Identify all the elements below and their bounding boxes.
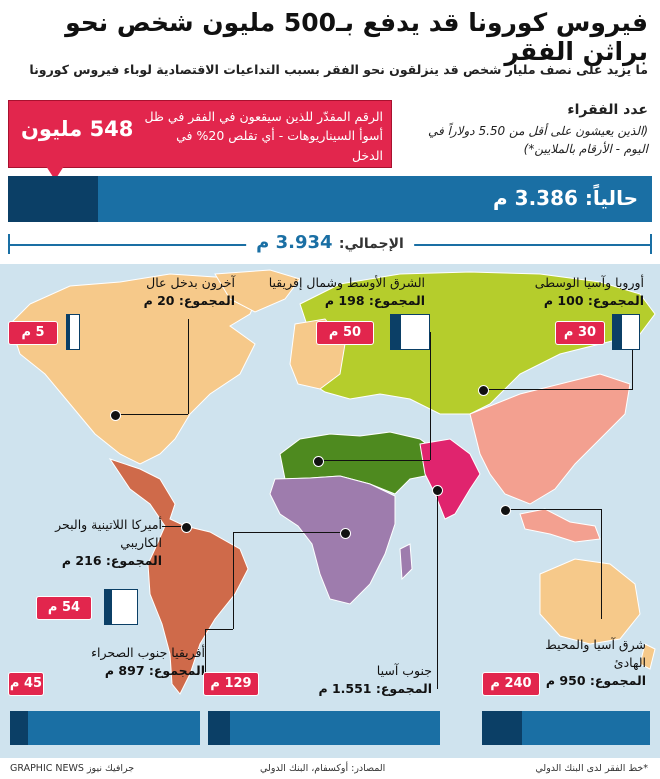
region-europe-mini-bar <box>612 314 640 350</box>
region-highincome-leader-v <box>188 319 189 414</box>
region-mena-added: 50 م <box>316 321 374 345</box>
east-asia-pacific-shape <box>469 373 631 505</box>
region-highincome-dot <box>110 410 121 421</box>
region-mena-leader-v <box>430 332 431 460</box>
bracket-left-end <box>8 234 10 254</box>
poverty-line-footnote: *خط الفقر لدى البنك الدولي <box>535 763 648 774</box>
region-eastasia-name: شرق آسيا والمحيط الهادئ <box>545 637 646 671</box>
region-mena-dot <box>313 456 324 467</box>
bracket-right-end <box>650 234 652 254</box>
region-ssa-total: المجموع: 897 م <box>104 663 205 679</box>
infographic-title: فيروس كورونا قد يدفع بـ500 مليون شخص نحو… <box>65 8 648 66</box>
region-ssa-bar-new <box>10 711 28 745</box>
grand-total-label: الإجمالي: 3.934 م <box>246 232 414 253</box>
region-eastasia-added: 240 م <box>482 672 540 696</box>
region-ssa-leader-h2 <box>233 532 343 533</box>
world-map: أوروبا وآسيا الوسطى المجموع: 100 م 30 م … <box>0 264 660 758</box>
region-southasia-name: جنوب آسيا <box>376 663 432 678</box>
region-europe-label: أوروبا وآسيا الوسطى المجموع: 100 م <box>484 274 644 310</box>
region-highincome-leader-h <box>115 414 188 415</box>
region-ssa-leader-v <box>205 629 206 679</box>
region-eastasia-bar <box>482 711 650 745</box>
region-southasia-bar <box>208 711 440 745</box>
region-mena-total: المجموع: 198 م <box>324 293 425 309</box>
region-highincome-name: آخرون بدخل عال <box>146 275 235 290</box>
grand-total-prefix: الإجمالي: <box>338 236 404 252</box>
region-ssa-dot <box>340 528 351 539</box>
region-europe-dot <box>478 385 489 396</box>
region-eastasia-label: شرق آسيا والمحيط الهادئ المجموع: 950 م <box>526 636 646 690</box>
south-asia-shape <box>419 438 481 520</box>
region-highincome-label: آخرون بدخل عال المجموع: 20 م <box>100 274 235 310</box>
region-europe-mini-new <box>613 315 622 349</box>
region-eastasia-dot <box>500 505 511 516</box>
new-zealand-shape <box>639 643 656 670</box>
credit-footer: GRAPHIC NEWS جرافيك نيوز <box>10 763 135 774</box>
region-ssa-leader-v2 <box>233 532 234 629</box>
region-mena-mini-new <box>391 315 401 349</box>
greenland-shape <box>214 269 301 313</box>
source-footer: المصادر: أوكسفام، البنك الدولي <box>260 763 386 774</box>
region-southasia-bar-new <box>208 711 230 745</box>
region-latam-dot <box>181 522 192 533</box>
region-southasia-total: المجموع: 1.551 م <box>318 681 432 697</box>
australia-shape <box>539 558 641 645</box>
region-highincome-added: 5 م <box>8 321 58 345</box>
poor-count-heading: عدد الفقراء <box>567 102 648 118</box>
region-latam-mini-bar <box>104 589 138 625</box>
total-poor-bar: حالياً: 3.386 م <box>8 176 652 222</box>
region-southasia-dot <box>432 485 443 496</box>
region-eastasia-leader-h <box>505 509 601 510</box>
region-ssa-bar <box>10 711 200 745</box>
grand-total-value: 3.934 م <box>256 232 333 253</box>
madagascar-shape <box>399 543 413 581</box>
region-ssa-label: أفريقيا جنوب الصحراء المجموع: 897 م <box>90 644 205 680</box>
region-latam-label: أميركا اللاتينية والبحر الكاريبي المجموع… <box>30 516 162 570</box>
region-ssa-name: أفريقيا جنوب الصحراء <box>91 645 205 660</box>
region-highincome-mini-new <box>67 315 70 349</box>
sub-saharan-africa-shape <box>269 475 396 605</box>
worst-case-callout: 548 مليون الرقم المقدّر للذين سيقعون في … <box>8 100 392 168</box>
region-mena-name: الشرق الأوسط وشمال إفريقيا <box>268 275 425 290</box>
region-latam-leader <box>162 526 184 527</box>
region-latam-total: المجموع: 216 م <box>61 553 162 569</box>
current-poor-label: حالياً: 3.386 م <box>493 186 638 210</box>
region-ssa-leader-h1 <box>205 629 233 630</box>
region-ssa-added: 45 م <box>8 672 44 696</box>
region-eastasia-leader-v <box>601 509 602 619</box>
region-europe-added: 30 م <box>555 321 605 345</box>
total-bracket: الإجمالي: 3.934 م <box>8 232 652 258</box>
poor-count-note: (الذين يعيشون على أقل من 5.50 دولاراً في… <box>427 124 648 156</box>
latin-america-shape <box>108 458 249 695</box>
region-eastasia-total: المجموع: 950 م <box>545 673 646 689</box>
region-europe-name: أوروبا وآسيا الوسطى <box>534 275 644 290</box>
region-europe-leader-v <box>632 350 633 390</box>
region-latam-added: 54 م <box>36 596 92 620</box>
region-southasia-added: 129 م <box>203 672 259 696</box>
region-europe-total: المجموع: 100 م <box>543 293 644 309</box>
region-mena-leader-h <box>318 460 430 461</box>
region-eastasia-bar-new <box>482 711 522 745</box>
worst-case-description: الرقم المقدّر للذين سيقعون في الفقر في ظ… <box>144 109 383 163</box>
region-highincome-mini-bar <box>66 314 80 350</box>
new-poor-segment <box>8 176 98 222</box>
region-southasia-leader <box>437 489 438 689</box>
southeast-asia-islands-shape <box>519 508 601 543</box>
region-latam-name: أميركا اللاتينية والبحر الكاريبي <box>55 517 162 551</box>
region-southasia-label: جنوب آسيا المجموع: 1.551 م <box>312 662 432 698</box>
region-latam-mini-new <box>105 590 112 624</box>
region-mena-label: الشرق الأوسط وشمال إفريقيا المجموع: 198 … <box>235 274 425 310</box>
region-highincome-total: المجموع: 20 م <box>143 293 235 309</box>
region-europe-leader <box>483 389 633 390</box>
worst-case-value: 548 مليون <box>21 117 134 141</box>
infographic-subtitle: ما يزيد على نصف مليار شخص قد ينزلقون نحو… <box>29 62 648 77</box>
region-mena-mini-bar <box>390 314 430 350</box>
